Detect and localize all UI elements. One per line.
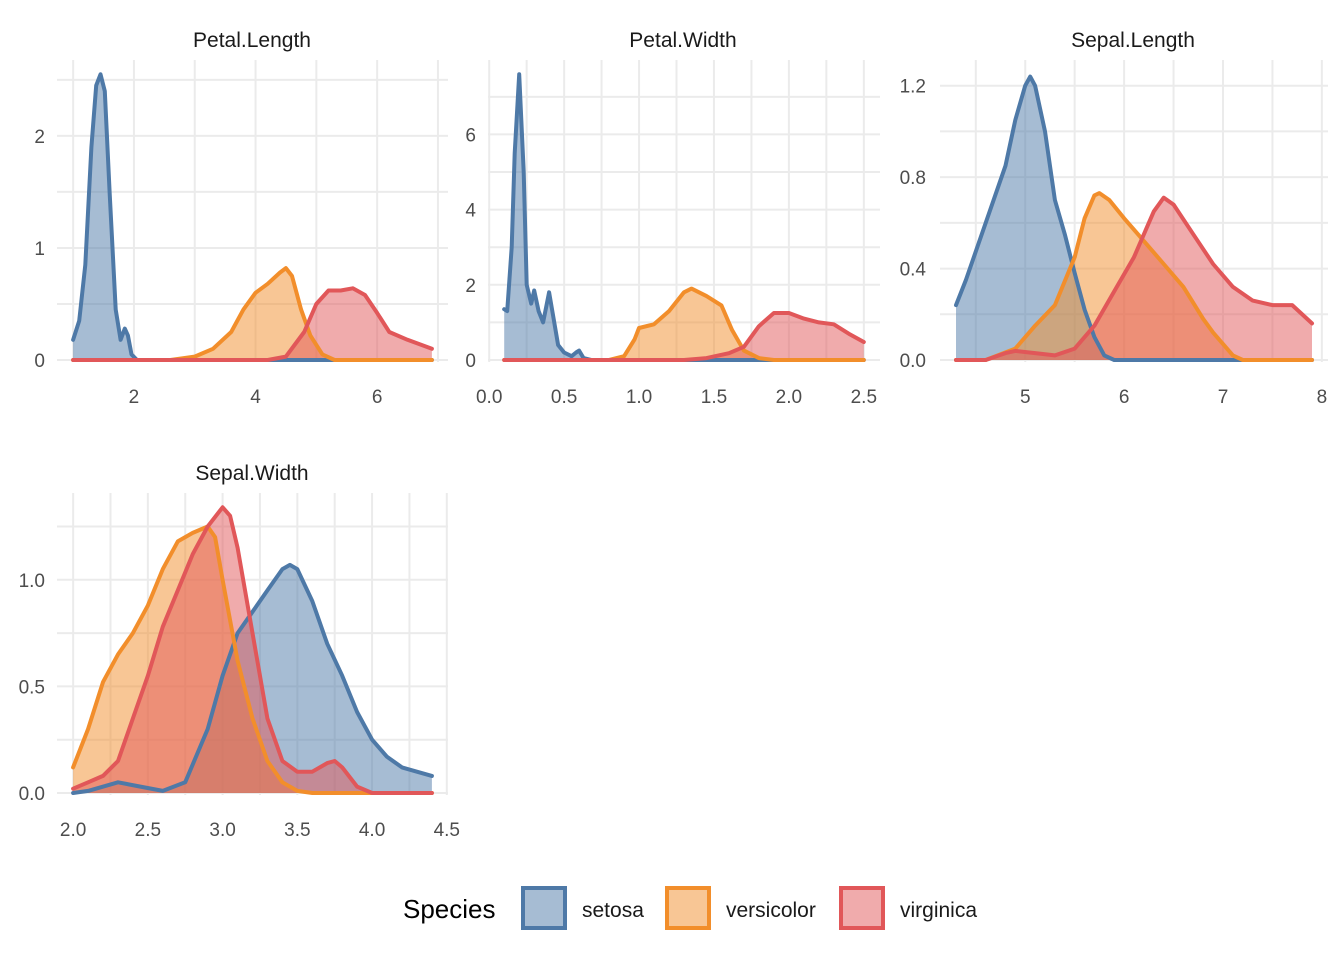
density-line-setosa (71, 562, 434, 795)
x-tick-label: 7 (1218, 387, 1229, 408)
axis-ticks: 2 4 6 0 1 2 (34, 127, 382, 408)
density-line-virginica (71, 286, 434, 362)
legend: Species setosa versicolor virginica (403, 886, 977, 930)
density-area-virginica (504, 313, 864, 360)
y-tick-label: 1.2 (900, 77, 926, 98)
facet-panel-sepal-width: Sepal.Width 2.0 2.5 3.0 3.5 4.0 4.5 0.0 0.5 1.0 (19, 462, 460, 841)
legend-item-versicolor: versicolor (665, 886, 816, 930)
legend-label: virginica (900, 899, 977, 922)
density-area-virginica (73, 507, 432, 793)
x-tick-label: 2.5 (135, 820, 161, 841)
y-tick-label: 0 (34, 351, 45, 372)
density-line-setosa (502, 72, 866, 362)
x-tick-label: 6 (372, 387, 383, 408)
density-line-versicolor (502, 286, 866, 362)
density-area-setosa (73, 74, 432, 361)
facet-panel-sepal-length: Sepal.Length 5 6 7 8 0.0 0.4 0.8 1.2 (900, 29, 1328, 408)
density-line-virginica (502, 311, 866, 362)
y-tick-label: 6 (465, 125, 476, 146)
facet-title: Sepal.Width (195, 462, 308, 485)
density-line-versicolor (71, 266, 434, 362)
y-tick-label: 0.4 (900, 260, 927, 281)
gridlines (57, 60, 448, 362)
density-series (502, 72, 866, 362)
density-line-virginica (954, 195, 1314, 362)
legend-label: setosa (582, 899, 644, 922)
x-tick-label: 2.0 (60, 820, 86, 841)
y-tick-label: 1.0 (19, 571, 45, 592)
density-area-setosa (956, 76, 1312, 360)
legend-key-virginica (839, 886, 885, 930)
density-line-setosa (71, 72, 434, 362)
x-tick-label: 3.5 (284, 820, 310, 841)
axis-ticks: 0.0 0.5 1.0 1.5 2.0 2.5 0 2 4 6 (465, 125, 877, 408)
x-tick-label: 4.0 (359, 820, 385, 841)
x-tick-label: 8 (1317, 387, 1328, 408)
x-tick-label: 1.5 (701, 387, 727, 408)
density-line-virginica (71, 505, 434, 795)
density-area-versicolor (73, 268, 432, 360)
x-tick-label: 2.0 (776, 387, 802, 408)
facet-panel-petal-length: Petal.Length 2 4 6 0 1 2 (34, 29, 448, 408)
facet-title: Sepal.Length (1071, 29, 1195, 52)
x-tick-label: 0.0 (476, 387, 502, 408)
x-tick-label: 3.0 (209, 820, 235, 841)
facet-title: Petal.Width (629, 29, 736, 52)
y-tick-label: 1 (34, 239, 45, 260)
x-tick-label: 4 (250, 387, 261, 408)
y-tick-label: 0.0 (900, 351, 926, 372)
x-tick-label: 2 (129, 387, 140, 408)
y-tick-label: 2 (465, 276, 476, 297)
density-area-virginica (956, 197, 1312, 360)
panels-layer: Petal.Length 2 4 6 0 1 2 Petal.Width 0.0 0.5 1.0 1.… (19, 29, 1328, 841)
density-series (71, 72, 434, 362)
x-tick-label: 6 (1119, 387, 1130, 408)
density-series (954, 74, 1314, 362)
legend-item-setosa: setosa (521, 886, 644, 930)
density-area-setosa (504, 74, 864, 361)
legend-label: versicolor (726, 899, 816, 922)
density-area-versicolor (504, 288, 864, 360)
legend-key-setosa (521, 886, 567, 930)
density-line-versicolor (954, 191, 1314, 362)
facet-title: Petal.Length (193, 29, 311, 52)
facet-panel-petal-width: Petal.Width 0.0 0.5 1.0 1.5 2.0 2.5 0 2 4 6 (465, 29, 880, 408)
y-tick-label: 4 (465, 201, 476, 222)
legend-items: setosa versicolor virginica (521, 886, 977, 930)
density-series (71, 505, 434, 795)
y-tick-label: 0.5 (19, 677, 45, 698)
y-tick-label: 0.8 (900, 168, 926, 189)
axis-ticks: 5 6 7 8 0.0 0.4 0.8 1.2 (900, 77, 1328, 408)
y-tick-label: 0 (465, 351, 476, 372)
axis-ticks: 2.0 2.5 3.0 3.5 4.0 4.5 0.0 0.5 1.0 (19, 571, 460, 841)
density-area-virginica (73, 288, 432, 360)
x-tick-label: 1.0 (626, 387, 652, 408)
legend-key-versicolor (665, 886, 711, 930)
legend-item-virginica: virginica (839, 886, 977, 930)
x-tick-label: 4.5 (434, 820, 460, 841)
density-line-setosa (954, 74, 1314, 362)
x-tick-label: 0.5 (551, 387, 577, 408)
x-tick-label: 5 (1020, 387, 1031, 408)
x-tick-label: 2.5 (851, 387, 877, 408)
legend-title: Species (403, 894, 496, 924)
y-tick-label: 2 (34, 127, 45, 148)
y-tick-label: 0.0 (19, 784, 45, 805)
